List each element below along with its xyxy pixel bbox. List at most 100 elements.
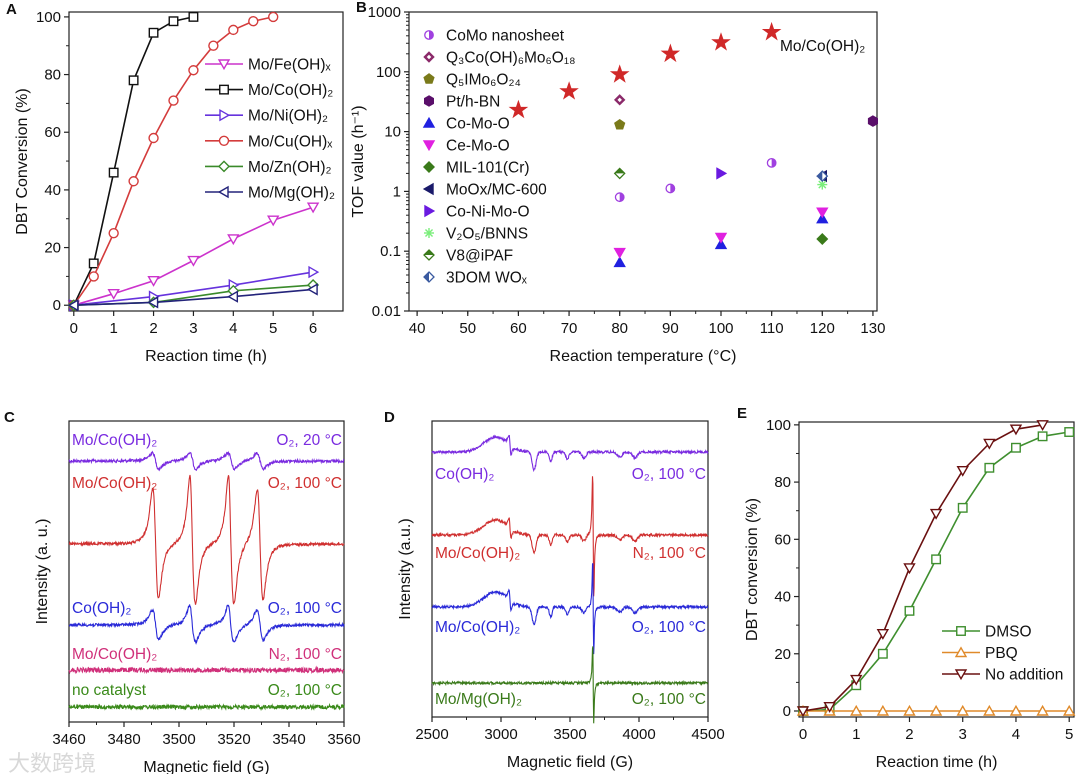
series-3	[68, 11, 279, 311]
tri-down-marker	[147, 276, 160, 287]
panel-label: B	[356, 0, 367, 16]
legend-item: MIL-101(Cr)	[423, 160, 530, 177]
spectrum-sample-label: Mo/Co(OH)₂	[72, 646, 157, 663]
legend-label: No addition	[985, 667, 1063, 684]
y-axis-label: Intensity (a. u.)	[34, 519, 51, 625]
square-marker	[904, 605, 915, 616]
tri-up-marker	[903, 704, 916, 716]
legend-item: Q₃Co(OH)₆Mo₆O₁₈	[423, 50, 576, 67]
star-marker	[761, 21, 782, 41]
legend-item: Mo/Cu(OH)ₓ	[205, 133, 333, 150]
panel-label: A	[6, 1, 17, 18]
tri-right-marker	[424, 204, 436, 218]
half-diamond-marker	[613, 167, 626, 180]
legend-item: V8@iPAF	[423, 248, 513, 265]
spectrum-sample-label: Mo/Co(OH)₂	[435, 545, 520, 562]
panel-e: E 0 1 2 3 4 5 0 20 40 60 80 100 Reaction time (h) DBT …	[737, 405, 1076, 771]
legend-item: V₂O₅/BNNS	[424, 226, 528, 243]
circle-marker	[148, 132, 159, 144]
circle-marker	[88, 271, 99, 282]
tri-down-marker	[956, 465, 969, 477]
series-line	[73, 271, 314, 306]
x-tick-label: 3560	[327, 731, 360, 748]
spectrum-trace	[68, 474, 345, 605]
x-tick-label: 120	[810, 320, 835, 337]
y-axis-label: TOF value (h⁻¹)	[350, 105, 367, 217]
square-marker	[108, 167, 119, 178]
tri-down-marker	[1009, 424, 1023, 436]
tri-left-marker	[422, 182, 434, 196]
y-tick-label: 1	[393, 183, 401, 200]
series-line	[73, 288, 314, 306]
panel-b: B40 50 60 70 80 90 100 110 120 1300.010.111010010…	[350, 0, 885, 365]
tri-down-marker	[266, 215, 280, 227]
star-marker	[609, 64, 630, 83]
square-marker	[128, 75, 139, 86]
tri-down-marker	[306, 202, 320, 214]
spectrum-condition-label: N₂, 100 °C	[269, 646, 342, 663]
half-circle-marker	[424, 30, 434, 40]
x-tick-label: 90	[662, 320, 679, 337]
legend-label: Mo/Co(OH)₂	[248, 82, 333, 99]
series-2	[796, 420, 1049, 718]
y-tick-label: 1000	[368, 4, 401, 21]
legend-item: Mo/Zn(OH)₂	[205, 159, 332, 176]
x-tick-label: 3	[189, 320, 197, 337]
series-1	[796, 704, 1076, 716]
tri-down-marker	[983, 438, 996, 450]
asterisk-marker	[424, 228, 434, 238]
x-tick-label: 3000	[484, 726, 517, 743]
legend-label: Mo/Fe(OH)ₓ	[248, 57, 332, 74]
diamond-marker	[218, 160, 230, 173]
tri-up-marker	[1009, 704, 1023, 716]
diamond-marker	[613, 94, 626, 106]
legend-item: Co-Mo-O	[422, 116, 510, 133]
legend-item: Co-Ni-Mo-O	[424, 204, 530, 221]
y-tick-label: 20	[774, 646, 791, 663]
diamond-marker	[816, 233, 829, 245]
x-tick-label: 2	[149, 320, 157, 337]
legend-label: Ce-Mo-O	[446, 138, 510, 155]
spectrum-condition-label: O₂, 100 °C	[268, 475, 342, 492]
x-axis-label: Magnetic field (G)	[143, 759, 269, 774]
x-axis-label: Reaction time (h)	[145, 348, 267, 365]
circle-marker	[168, 95, 179, 106]
x-tick-label: 3540	[272, 731, 305, 748]
series-3	[867, 115, 878, 127]
tri-left-marker	[67, 299, 79, 312]
legend-label: 3DOM WOₓ	[446, 270, 528, 287]
series-1	[68, 11, 199, 311]
y-axis-label: Intensity (a.u.)	[397, 518, 414, 619]
plot-frame	[798, 421, 1075, 718]
spectrum-trace	[431, 646, 709, 724]
spectrum-condition-label: O₂, 100 °C	[268, 600, 342, 617]
legend-item: MoOx/MC-600	[422, 182, 547, 199]
y-tick-label: 60	[44, 124, 61, 141]
x-tick-label: 4	[229, 320, 237, 337]
spectrum-sample-label: Co(OH)₂	[72, 600, 131, 617]
circle-marker	[108, 227, 119, 239]
x-tick-label: 3480	[107, 731, 140, 748]
x-tick-label: 4000	[622, 726, 655, 743]
y-tick-label: 80	[774, 474, 791, 491]
y-tick-label: 10	[384, 124, 401, 141]
series-line	[73, 16, 274, 306]
spectrum-trace	[68, 604, 345, 645]
x-axis-label: Reaction temperature (°C)	[550, 348, 737, 365]
panel-d: D 2500 3000 3500 4000 4500 Magnetic field (G) I…	[384, 409, 725, 771]
x-tick-label: 1	[109, 320, 117, 337]
y-tick-label: 60	[774, 531, 791, 548]
tri-up-marker	[714, 238, 728, 250]
half-diamond-marker	[816, 170, 829, 183]
series-6	[816, 233, 829, 245]
square-marker	[877, 648, 888, 659]
square-marker	[957, 502, 968, 513]
square-marker	[219, 84, 229, 95]
legend-item: DMSO	[942, 624, 1032, 641]
series-5	[613, 207, 829, 259]
legend-item: Mo/Fe(OH)ₓ	[205, 57, 332, 74]
legend-item: CoMo nanosheet	[424, 28, 565, 45]
series-9	[817, 179, 828, 190]
legend-label: CoMo nanosheet	[446, 28, 565, 45]
